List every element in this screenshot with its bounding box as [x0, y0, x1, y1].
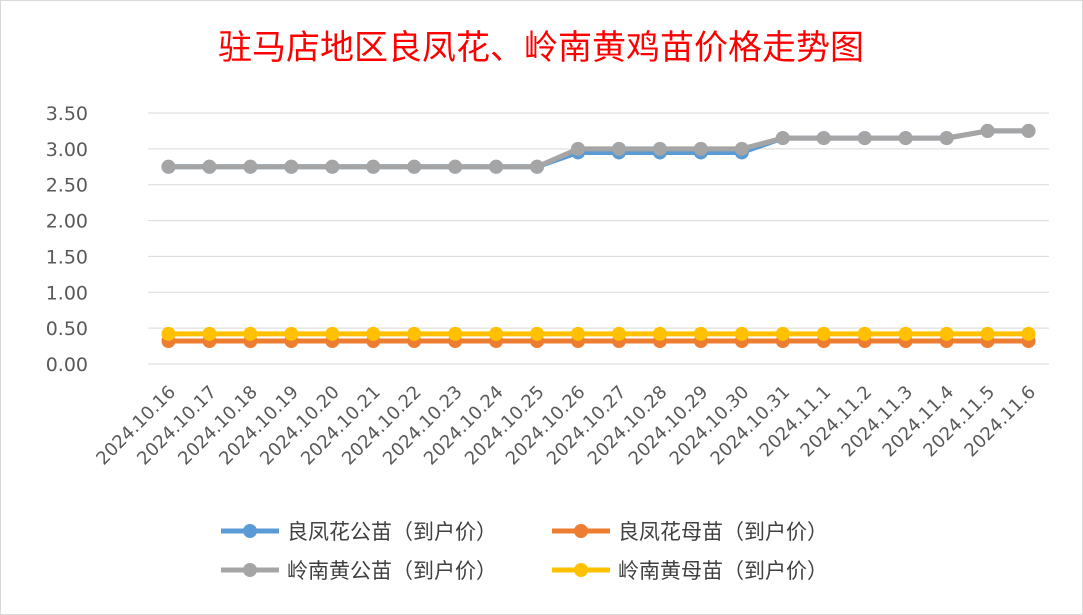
legend-marker: [574, 524, 588, 538]
data-point: [898, 326, 913, 341]
data-point: [611, 326, 626, 341]
series-2: [161, 123, 1036, 174]
legend-marker: [243, 563, 257, 577]
data-point: [530, 159, 545, 174]
y-tick-label: 3.50: [46, 103, 88, 125]
data-point: [857, 131, 872, 146]
data-point: [980, 326, 995, 341]
y-tick-label: 0.00: [46, 354, 88, 376]
data-point: [161, 159, 176, 174]
gridlines: [148, 112, 1049, 365]
data-point: [857, 326, 872, 341]
data-point: [652, 326, 667, 341]
data-point: [571, 141, 586, 156]
legend: 良凤花公苗（到户价） 良凤花母苗（到户价） 岭南黄公苗（到户价） 岭南黄母苗（到户价）: [221, 520, 828, 583]
data-point: [489, 159, 504, 174]
y-tick-label: 1.00: [46, 282, 88, 304]
series-3: [161, 326, 1036, 341]
chart-title: 驻马店地区良凤花、岭南黄鸡苗价格走势图: [218, 28, 864, 68]
data-point: [161, 326, 176, 341]
data-point: [448, 326, 463, 341]
data-point: [693, 326, 708, 341]
x-axis: 2024.10.162024.10.172024.10.182024.10.19…: [92, 382, 1040, 470]
legend-item: 良凤花母苗（到户价）: [552, 520, 828, 544]
data-point: [448, 159, 463, 174]
y-tick-label: 2.00: [46, 211, 88, 233]
legend-label: 良凤花公苗（到户价）: [287, 520, 497, 544]
data-point: [939, 131, 954, 146]
data-point: [489, 326, 504, 341]
legend-label: 良凤花母苗（到户价）: [618, 520, 828, 544]
y-tick-label: 3.00: [46, 139, 88, 161]
data-point: [816, 326, 831, 341]
data-point: [202, 326, 217, 341]
data-point: [775, 326, 790, 341]
data-point: [898, 131, 913, 146]
data-point: [734, 326, 749, 341]
data-point: [1021, 326, 1036, 341]
legend-item: 岭南黄公苗（到户价）: [221, 559, 497, 583]
data-point: [652, 141, 667, 156]
data-point: [775, 131, 790, 146]
data-point: [243, 326, 258, 341]
data-point: [325, 159, 340, 174]
data-point: [366, 326, 381, 341]
data-point: [980, 123, 995, 138]
data-point: [407, 159, 422, 174]
data-point: [816, 131, 831, 146]
data-point: [530, 326, 545, 341]
data-point: [366, 159, 381, 174]
data-point: [611, 141, 626, 156]
y-tick-label: 1.50: [46, 246, 88, 268]
data-point: [407, 326, 422, 341]
data-point: [284, 159, 299, 174]
data-point: [202, 159, 217, 174]
data-point: [1021, 123, 1036, 138]
legend-label: 岭南黄母苗（到户价）: [618, 559, 828, 583]
legend-item: 岭南黄母苗（到户价）: [552, 559, 828, 583]
series-lines: [161, 123, 1036, 349]
y-tick-label: 2.50: [46, 175, 88, 197]
y-tick-label: 0.50: [46, 318, 88, 340]
legend-marker: [243, 524, 257, 538]
legend-item: 良凤花公苗（到户价）: [221, 520, 497, 544]
data-point: [284, 326, 299, 341]
series-line: [168, 128, 1029, 170]
data-point: [939, 326, 954, 341]
data-point: [243, 159, 258, 174]
y-axis: 0.00 0.50 1.00 1.50 2.00 2.50 3.00 3.50: [46, 103, 88, 376]
data-point: [571, 326, 586, 341]
legend-marker: [574, 563, 588, 577]
data-point: [693, 141, 708, 156]
legend-label: 岭南黄公苗（到户价）: [287, 559, 497, 583]
data-point: [325, 326, 340, 341]
data-point: [734, 141, 749, 156]
